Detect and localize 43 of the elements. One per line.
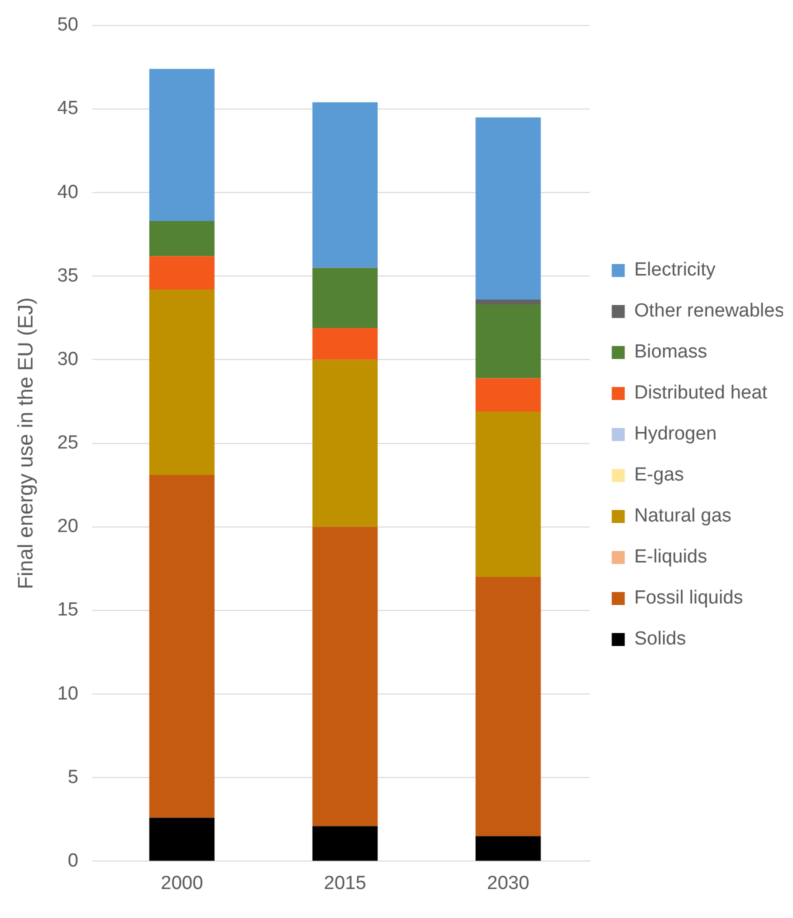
bar xyxy=(312,826,378,861)
legend-label: Natural gas xyxy=(634,506,732,527)
bar xyxy=(476,577,541,836)
bar xyxy=(149,475,215,818)
legend-label: Electricity xyxy=(634,260,716,281)
bar xyxy=(312,526,378,826)
legend-label: Distributed heat xyxy=(634,382,768,404)
bar xyxy=(149,68,215,221)
y-tick-label: 5 xyxy=(68,766,78,788)
y-tick-label: 25 xyxy=(57,432,78,454)
legend-label: E-gas xyxy=(634,464,684,486)
legend-label: Fossil liquids xyxy=(634,588,744,609)
bar xyxy=(476,300,541,305)
y-tick-label: 20 xyxy=(57,516,78,538)
x-tick-label: 2015 xyxy=(324,872,366,894)
bar xyxy=(476,412,541,578)
y-tick-label: 0 xyxy=(68,850,78,872)
bar xyxy=(476,304,541,378)
bar xyxy=(149,818,215,861)
x-tick-label: 2030 xyxy=(487,872,530,894)
y-tick-label: 35 xyxy=(57,265,78,286)
y-axis-title: Final energy use in the EU (EJ) xyxy=(14,297,38,590)
bar xyxy=(312,268,378,328)
bar xyxy=(476,378,541,412)
y-tick-label: 50 xyxy=(57,14,78,36)
bar xyxy=(476,836,541,861)
bar xyxy=(312,360,378,527)
bar xyxy=(149,220,215,256)
bar xyxy=(476,117,541,300)
bar xyxy=(149,290,215,476)
legend-label: Hydrogen xyxy=(634,424,717,445)
bar xyxy=(312,102,378,268)
x-tick-label: 2000 xyxy=(160,872,204,894)
bar xyxy=(312,328,378,360)
legend-label: Biomass xyxy=(634,342,708,363)
legend-label: E-liquids xyxy=(634,546,708,568)
y-tick-label: 15 xyxy=(57,600,78,621)
y-tick-label: 30 xyxy=(57,348,78,370)
legend-label: Solids xyxy=(634,628,686,650)
y-tick-label: 40 xyxy=(57,182,78,203)
bar xyxy=(149,256,215,290)
y-tick-label: 10 xyxy=(57,683,78,704)
y-tick-label: 45 xyxy=(57,98,78,120)
